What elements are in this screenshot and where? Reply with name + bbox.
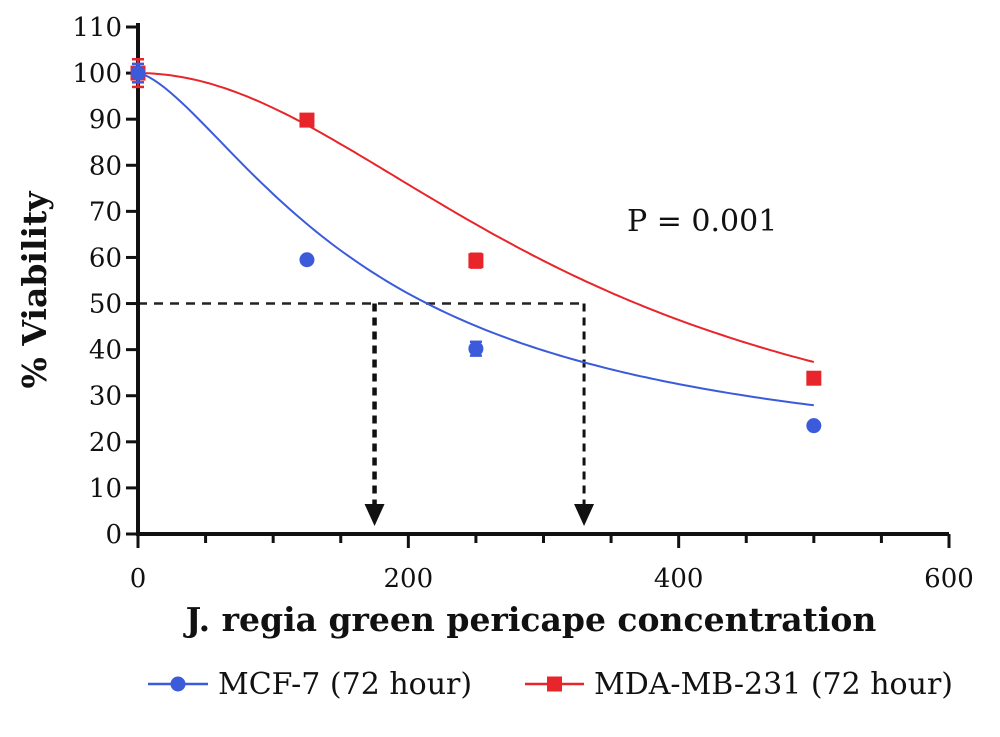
ic50-arrowhead bbox=[364, 504, 385, 526]
y-axis-title: % Viability bbox=[15, 191, 54, 389]
y-tick-label: 50 bbox=[89, 290, 122, 320]
legend-marker-square bbox=[547, 676, 562, 692]
reference-lines bbox=[138, 302, 595, 526]
ic50-arrowhead bbox=[574, 504, 595, 526]
x-axis-title: J. regia green pericape concentration bbox=[183, 600, 877, 639]
fit-curve-mcf7 bbox=[137, 72, 814, 407]
p-value-annotation: P = 0.001 bbox=[627, 204, 777, 239]
data-point-mcf7 bbox=[130, 65, 146, 81]
legend-marker-circle bbox=[170, 676, 186, 692]
y-tick-label: 100 bbox=[72, 59, 122, 89]
y-tick-label: 0 bbox=[105, 520, 122, 550]
data-point-mda-mb-231 bbox=[468, 253, 484, 269]
y-tick-label: 110 bbox=[72, 13, 122, 43]
y-tick-label: 70 bbox=[89, 197, 122, 227]
y-tick-label: 40 bbox=[89, 336, 122, 366]
data-point-mcf7 bbox=[806, 418, 822, 434]
x-tick-label: 400 bbox=[654, 564, 704, 594]
x-tick-label: 200 bbox=[384, 564, 434, 594]
y-tick-label: 10 bbox=[89, 474, 122, 504]
x-tick-label: 600 bbox=[924, 564, 974, 594]
y-tick-label: 20 bbox=[89, 428, 122, 458]
legend: MCF-7 (72 hour) MDA-MB-231 (72 hour) bbox=[148, 667, 953, 702]
fit-curves bbox=[137, 72, 815, 407]
labels: 0 10 20 30 40 50 60 70 80 90 100 110 0 200 400 600 J. re… bbox=[15, 13, 974, 639]
data-point-mda-mb-231 bbox=[299, 112, 315, 128]
legend-label: MDA-MB-231 (72 hour) bbox=[594, 667, 953, 702]
y-tick-label: 30 bbox=[89, 382, 122, 412]
legend-label: MCF-7 (72 hour) bbox=[218, 667, 472, 702]
x-tick-label: 0 bbox=[130, 564, 147, 594]
data-point-mcf7 bbox=[299, 252, 315, 268]
axes bbox=[126, 23, 951, 548]
y-tick-label: 90 bbox=[89, 105, 122, 135]
y-tick-label: 60 bbox=[89, 243, 122, 273]
data-points bbox=[130, 58, 822, 434]
fit-curve-mda-mb-231 bbox=[137, 72, 815, 363]
data-point-mda-mb-231 bbox=[806, 370, 822, 386]
data-point-mcf7 bbox=[468, 341, 484, 357]
y-tick-label: 80 bbox=[89, 151, 122, 181]
